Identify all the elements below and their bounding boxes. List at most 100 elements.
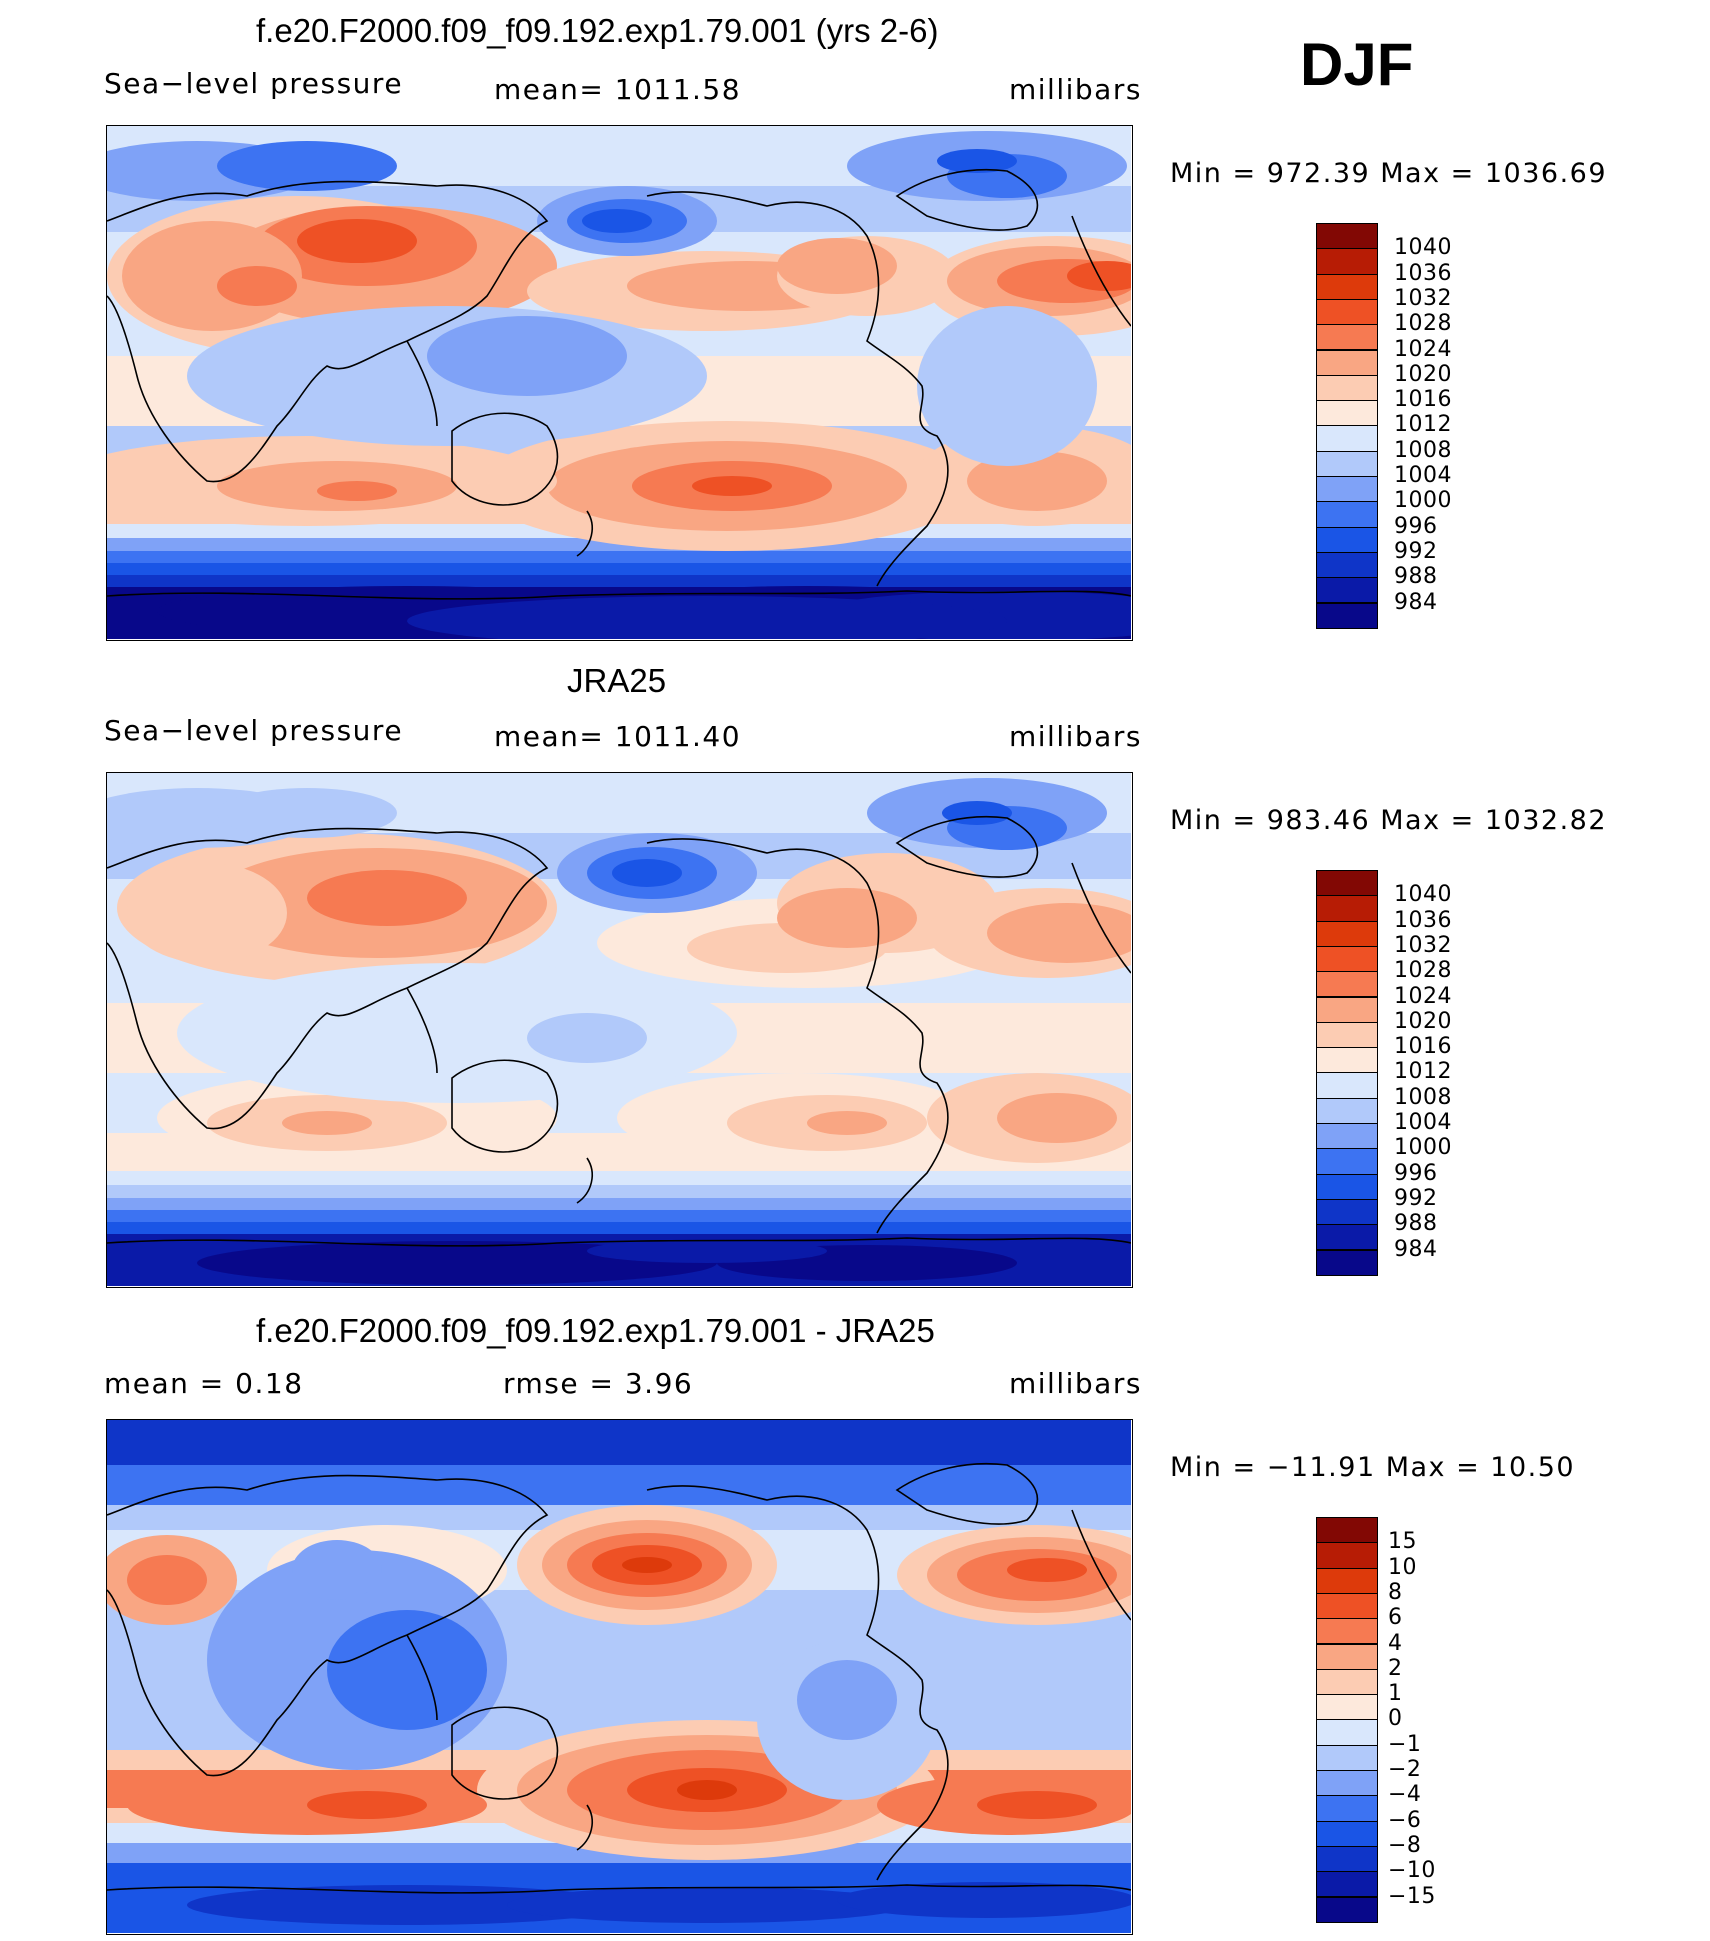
colorbar-tick-label: −6 — [1388, 1807, 1422, 1833]
contour-region — [777, 238, 897, 294]
contour-band — [107, 538, 1131, 554]
colorbar-swatch — [1316, 273, 1378, 300]
contour-region — [317, 481, 397, 501]
contour-band — [107, 1198, 1131, 1211]
contour-region — [677, 1780, 737, 1800]
contour-band — [107, 1210, 1131, 1223]
contour-band — [107, 563, 1131, 576]
contour-region — [127, 863, 287, 963]
colorbar-tick-label: 1040 — [1394, 882, 1452, 908]
panel-3-units-label: millibars — [1009, 1367, 1142, 1400]
panel-1-units-label: millibars — [1009, 73, 1142, 106]
colorbar-swatch — [1316, 1668, 1378, 1696]
contour-region — [427, 316, 627, 396]
colorbar-tick-label: 1016 — [1394, 1034, 1452, 1060]
colorbar-swatch — [1316, 602, 1378, 629]
colorbar-swatch — [1316, 1224, 1378, 1251]
coastline — [451, 1059, 559, 1153]
panel-1-map-svg — [107, 126, 1131, 639]
colorbar-swatch — [1316, 971, 1378, 998]
coastline — [646, 838, 949, 1234]
panel-3-map-svg — [107, 1420, 1131, 1933]
colorbar-tick-label: 1032 — [1394, 285, 1452, 311]
contour-region — [917, 306, 1097, 466]
colorbar-tick-label: 988 — [1394, 1211, 1438, 1237]
colorbar-swatch — [1316, 945, 1378, 973]
panel-2-mean-label: mean= 1011.40 — [494, 720, 742, 753]
colorbar-swatch — [1316, 425, 1378, 452]
contour-region — [942, 801, 1012, 825]
colorbar-tick-label: 1036 — [1394, 907, 1452, 933]
coastline — [576, 510, 593, 557]
colorbar-tick-label: 984 — [1394, 589, 1438, 615]
colorbar-tick-label: −15 — [1388, 1883, 1436, 1909]
colorbar-tick-label: 1040 — [1394, 235, 1452, 261]
colorbar-swatch — [1316, 1097, 1378, 1124]
colorbar-tick-label: 4 — [1388, 1630, 1403, 1656]
colorbar-swatch — [1316, 1694, 1378, 1721]
colorbar-tick-label: 1008 — [1394, 437, 1452, 463]
colorbar-swatch — [1316, 374, 1378, 402]
panel-2-map — [106, 772, 1133, 1288]
colorbar-swatch — [1316, 577, 1378, 604]
panel-2-units-label: millibars — [1009, 720, 1142, 753]
contour-region — [307, 1791, 427, 1819]
colorbar-tick-label: −8 — [1388, 1832, 1422, 1858]
colorbar-swatch — [1316, 501, 1378, 528]
colorbar-swatch — [1316, 526, 1378, 553]
colorbar-swatch — [1316, 1871, 1378, 1898]
colorbar-swatch — [1316, 1123, 1378, 1150]
colorbar-tick-label: 0 — [1388, 1706, 1403, 1732]
colorbar-tick-label: −2 — [1388, 1757, 1422, 1782]
colorbar-tick-label: 1 — [1388, 1681, 1403, 1707]
colorbar-tick-label: 1004 — [1394, 463, 1452, 488]
colorbar-tick-label: 6 — [1388, 1605, 1403, 1631]
panel-1-minmax: Min = 972.39 Max = 1036.69 — [1170, 158, 1608, 189]
colorbar-swatch — [1316, 551, 1378, 579]
panel-3-title: f.e20.F2000.f09_f09.192.exp1.79.001 - JR… — [256, 1312, 935, 1349]
coastline — [895, 815, 1039, 878]
contour-region — [692, 476, 772, 496]
colorbar-swatch — [1316, 1719, 1378, 1746]
contour-region — [197, 1241, 717, 1285]
colorbar-swatch — [1316, 1148, 1378, 1175]
colorbar-swatch — [1316, 1820, 1378, 1847]
coastline — [451, 1706, 559, 1800]
season-label: DJF — [1300, 31, 1414, 98]
colorbar-swatch — [1316, 1198, 1378, 1226]
colorbar-swatch — [1316, 1592, 1378, 1620]
coastline — [107, 1237, 1131, 1247]
coastline — [107, 1474, 549, 1777]
panel-2-title: JRA25 — [567, 662, 667, 699]
colorbar-tick-label: 1012 — [1394, 412, 1452, 438]
coastline — [895, 168, 1039, 231]
contour-band — [107, 551, 1131, 564]
colorbar-tick-label: 992 — [1394, 1185, 1438, 1211]
colorbar-swatch — [1316, 1047, 1378, 1074]
colorbar-tick-label: 1020 — [1394, 1008, 1452, 1034]
contour-region — [797, 1660, 897, 1740]
panel-3-map — [106, 1419, 1133, 1935]
coastline — [1071, 1509, 1131, 1621]
colorbar-tick-label: −4 — [1388, 1782, 1422, 1808]
colorbar-swatch — [1316, 1517, 1378, 1544]
colorbar-swatch — [1316, 450, 1378, 477]
contour-region — [177, 963, 737, 1103]
colorbar-tick-label: 1004 — [1394, 1110, 1452, 1135]
colorbar-tick-label: 988 — [1394, 564, 1438, 590]
colorbar-tick-label: 1012 — [1394, 1059, 1452, 1085]
colorbar-tick-label: 1008 — [1394, 1084, 1452, 1110]
colorbar-swatch — [1316, 1249, 1378, 1276]
colorbar-tick-label: 15 — [1388, 1529, 1417, 1555]
contour-region — [612, 859, 682, 887]
contour-region — [217, 788, 397, 838]
contour-region — [777, 888, 917, 948]
colorbar-tick-label: −1 — [1388, 1731, 1422, 1757]
contour-region — [807, 1111, 887, 1135]
contour-band — [107, 1465, 1131, 1506]
coastline — [646, 191, 949, 587]
colorbar-swatch — [1316, 1542, 1378, 1569]
coastline — [451, 412, 559, 506]
colorbar-tick-label: 10 — [1388, 1554, 1417, 1580]
colorbar-swatch — [1316, 1770, 1378, 1797]
